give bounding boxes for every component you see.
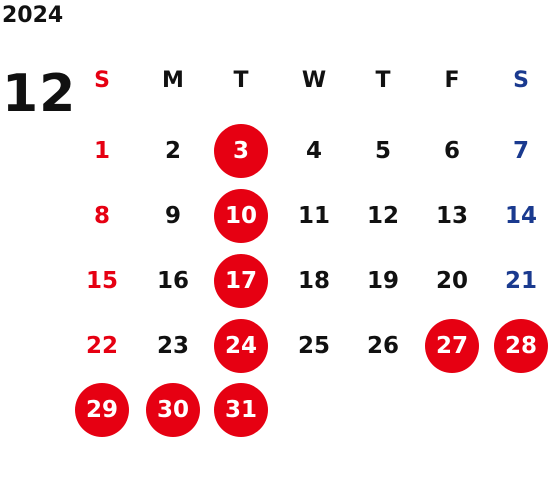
- calendar-month: 12: [2, 64, 77, 124]
- day-cell: 3: [211, 124, 271, 178]
- weekday-label: F: [444, 67, 460, 93]
- weekday-header: M: [143, 53, 203, 107]
- day-number: 12: [366, 203, 399, 229]
- day-number: 30: [156, 397, 189, 423]
- day-number: 13: [435, 203, 468, 229]
- weekday-label: S: [94, 67, 110, 93]
- day-number: 3: [232, 138, 249, 164]
- day-cell: 11: [284, 189, 344, 243]
- day-cell: 15: [72, 254, 132, 308]
- day-cell: 26: [353, 319, 413, 373]
- day-cell: 17: [211, 254, 271, 308]
- day-number: 28: [504, 333, 537, 359]
- day-cell: 19: [353, 254, 413, 308]
- day-number: 7: [512, 138, 529, 164]
- holiday-marker: [214, 189, 268, 243]
- day-cell: 25: [284, 319, 344, 373]
- day-cell: 27: [422, 319, 482, 373]
- calendar-year: 2024: [2, 3, 64, 28]
- day-cell: 1: [72, 124, 132, 178]
- day-number: 11: [297, 203, 330, 229]
- day-number: 18: [297, 268, 330, 294]
- day-cell: 20: [422, 254, 482, 308]
- day-number: 14: [504, 203, 537, 229]
- day-number: 1: [93, 138, 110, 164]
- day-number: 19: [366, 268, 399, 294]
- holiday-marker: [75, 383, 129, 437]
- day-number: 16: [156, 268, 189, 294]
- day-cell: 8: [72, 189, 132, 243]
- day-cell: 29: [72, 383, 132, 437]
- day-number: 20: [435, 268, 468, 294]
- day-cell: 22: [72, 319, 132, 373]
- weekday-label: S: [513, 67, 529, 93]
- day-cell: 31: [211, 383, 271, 437]
- weekday-label: W: [301, 67, 327, 93]
- holiday-marker: [214, 124, 268, 178]
- day-cell: 18: [284, 254, 344, 308]
- day-number: 5: [374, 138, 391, 164]
- holiday-marker: [214, 383, 268, 437]
- day-number: 26: [366, 333, 399, 359]
- day-cell: 7: [491, 124, 548, 178]
- day-cell: 4: [284, 124, 344, 178]
- day-number: 17: [224, 268, 257, 294]
- day-cell: 2: [143, 124, 203, 178]
- weekday-header: T: [211, 53, 271, 107]
- weekday-header: W: [284, 53, 344, 107]
- day-cell: 24: [211, 319, 271, 373]
- day-cell: 5: [353, 124, 413, 178]
- holiday-marker: [425, 319, 479, 373]
- day-cell: 9: [143, 189, 203, 243]
- weekday-header: T: [353, 53, 413, 107]
- weekday-label: T: [375, 67, 391, 93]
- day-number: 15: [85, 268, 118, 294]
- holiday-marker: [214, 319, 268, 373]
- weekday-header: S: [72, 53, 132, 107]
- day-number: 8: [93, 203, 110, 229]
- day-number: 23: [156, 333, 189, 359]
- day-number: 10: [224, 203, 257, 229]
- day-number: 9: [164, 203, 181, 229]
- day-number: 27: [435, 333, 468, 359]
- day-cell: 28: [491, 319, 548, 373]
- day-cell: 6: [422, 124, 482, 178]
- day-number: 24: [224, 333, 257, 359]
- day-number: 22: [85, 333, 118, 359]
- day-number: 21: [504, 268, 537, 294]
- day-cell: 23: [143, 319, 203, 373]
- holiday-marker: [494, 319, 548, 373]
- weekday-label: M: [162, 67, 184, 93]
- holiday-marker: [146, 383, 200, 437]
- day-number: 2: [164, 138, 181, 164]
- day-cell: 14: [491, 189, 548, 243]
- weekday-header: F: [422, 53, 482, 107]
- day-cell: 10: [211, 189, 271, 243]
- day-cell: 21: [491, 254, 548, 308]
- day-cell: 30: [143, 383, 203, 437]
- day-number: 4: [305, 138, 322, 164]
- holiday-marker: [214, 254, 268, 308]
- day-cell: 16: [143, 254, 203, 308]
- weekday-label: T: [233, 67, 249, 93]
- day-cell: 12: [353, 189, 413, 243]
- day-number: 25: [297, 333, 330, 359]
- day-number: 29: [85, 397, 118, 423]
- day-number: 6: [443, 138, 460, 164]
- day-number: 31: [224, 397, 257, 423]
- weekday-header: S: [491, 53, 548, 107]
- day-cell: 13: [422, 189, 482, 243]
